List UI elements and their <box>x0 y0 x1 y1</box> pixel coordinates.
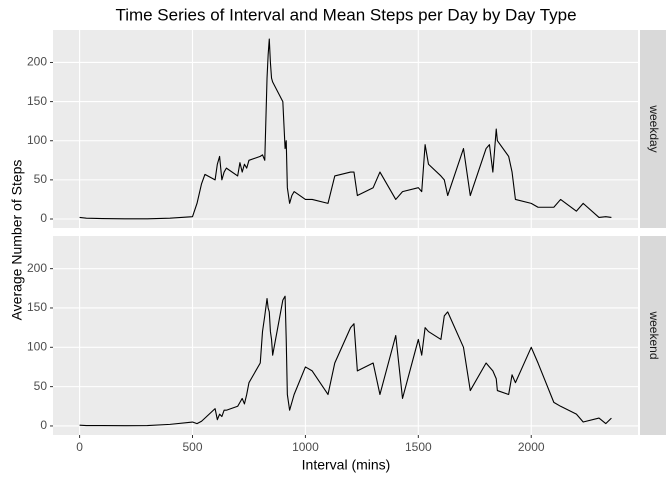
y-tick-label: 100 <box>27 133 47 147</box>
x-tick-label: 2000 <box>518 440 545 454</box>
x-tick-label: 1000 <box>292 440 319 454</box>
strip-background <box>640 236 666 435</box>
y-tick-label: 50 <box>34 172 48 186</box>
x-tick-label: 0 <box>76 440 83 454</box>
y-axis-label: Average Number of Steps <box>9 160 25 321</box>
y-tick-label: 150 <box>27 94 47 108</box>
y-tick-label: 200 <box>27 261 47 275</box>
panel-background <box>53 30 638 228</box>
y-tick-label: 0 <box>40 418 47 432</box>
y-tick-label: 150 <box>27 300 47 314</box>
data-line <box>79 295 612 427</box>
x-axis-label: Interval (mins) <box>302 457 391 473</box>
data-line <box>79 38 612 220</box>
y-tick-label: 200 <box>27 55 47 69</box>
y-tick-label: 100 <box>27 339 47 353</box>
x-tick-label: 1500 <box>405 440 432 454</box>
strip-label: weekday <box>647 104 661 152</box>
x-tick-label: 500 <box>182 440 202 454</box>
y-tick-label: 0 <box>40 211 47 225</box>
panel-background <box>53 236 638 435</box>
y-tick-label: 50 <box>34 379 48 393</box>
strip-background <box>640 30 666 228</box>
strip-label: weekend <box>647 310 661 359</box>
chart-title: Time Series of Interval and Mean Steps p… <box>115 5 576 24</box>
